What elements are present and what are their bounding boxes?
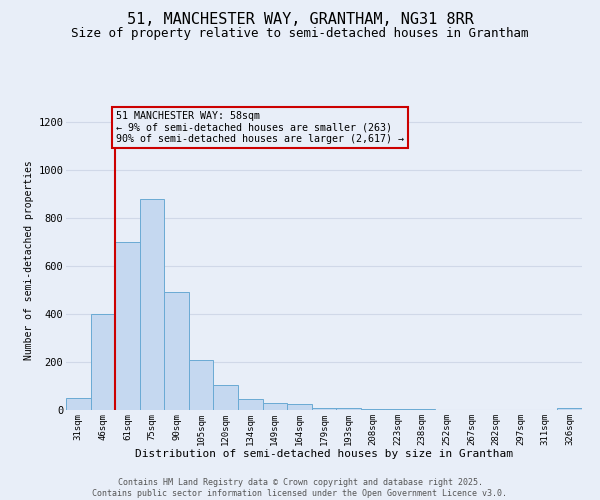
- Bar: [214, 385, 238, 410]
- Bar: [189, 360, 214, 410]
- Bar: [66, 398, 91, 410]
- Bar: [263, 403, 287, 410]
- X-axis label: Distribution of semi-detached houses by size in Grantham: Distribution of semi-detached houses by …: [135, 449, 513, 459]
- Bar: [238, 399, 263, 410]
- Text: Contains HM Land Registry data © Crown copyright and database right 2025.
Contai: Contains HM Land Registry data © Crown c…: [92, 478, 508, 498]
- Text: Size of property relative to semi-detached houses in Grantham: Size of property relative to semi-detach…: [71, 28, 529, 40]
- Bar: [140, 199, 164, 410]
- Text: 51 MANCHESTER WAY: 58sqm
← 9% of semi-detached houses are smaller (263)
90% of s: 51 MANCHESTER WAY: 58sqm ← 9% of semi-de…: [116, 111, 404, 144]
- Bar: [361, 409, 385, 410]
- Bar: [287, 404, 312, 410]
- Text: 51, MANCHESTER WAY, GRANTHAM, NG31 8RR: 51, MANCHESTER WAY, GRANTHAM, NG31 8RR: [127, 12, 473, 28]
- Bar: [312, 408, 336, 410]
- Bar: [164, 292, 189, 410]
- Y-axis label: Number of semi-detached properties: Number of semi-detached properties: [24, 160, 34, 360]
- Bar: [115, 242, 140, 410]
- Bar: [336, 408, 361, 410]
- Bar: [91, 314, 115, 410]
- Bar: [557, 408, 582, 410]
